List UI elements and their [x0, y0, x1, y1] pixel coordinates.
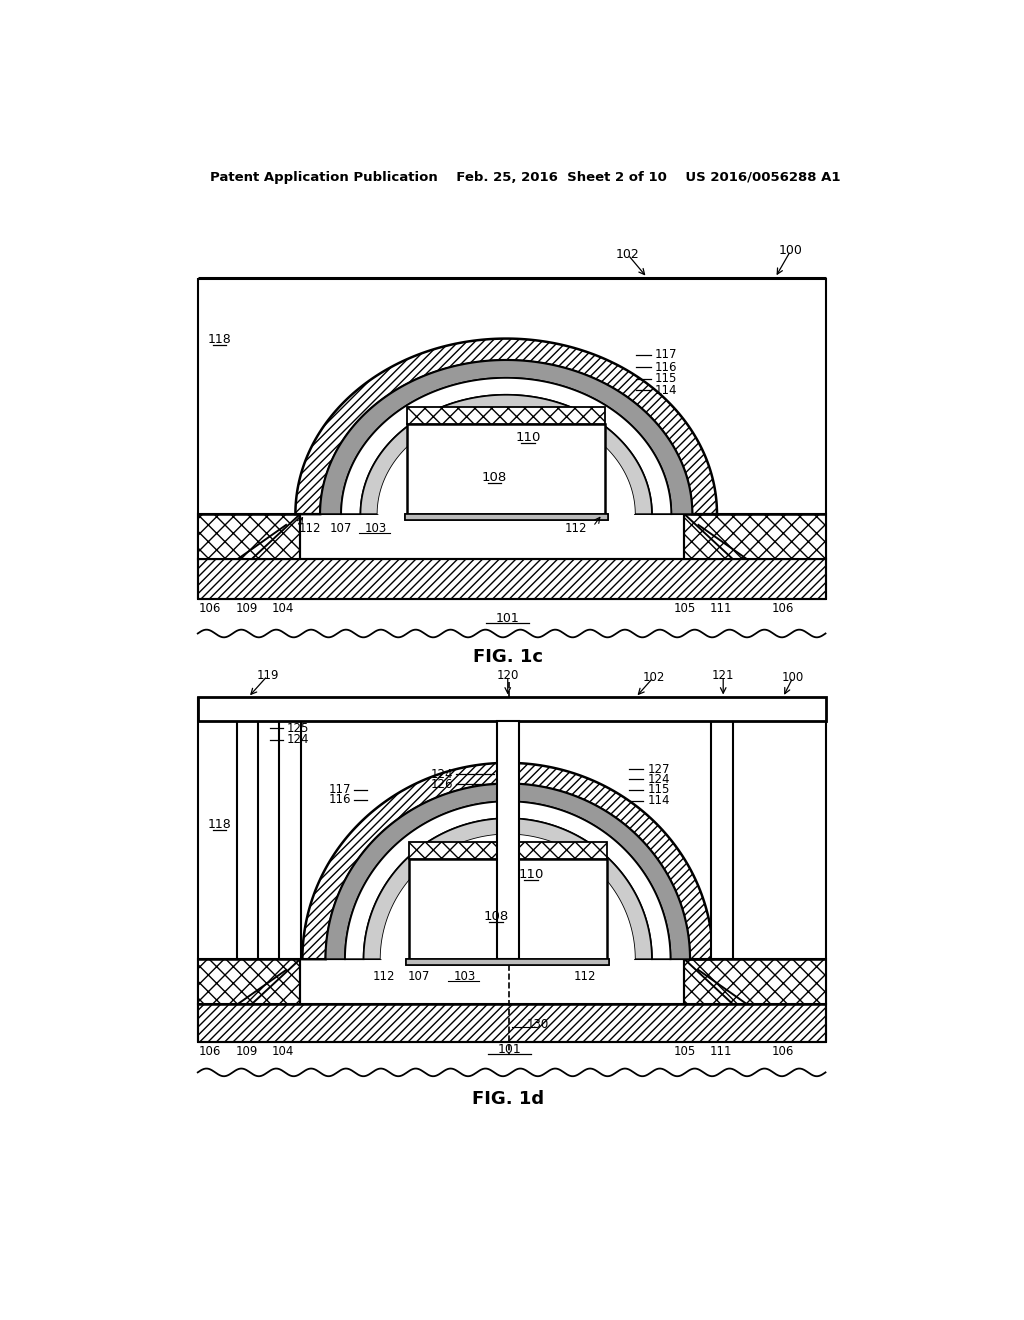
- Text: 124: 124: [287, 733, 309, 746]
- Text: 112: 112: [574, 970, 597, 982]
- Text: 116: 116: [329, 793, 351, 807]
- Text: 125: 125: [287, 722, 309, 735]
- Text: 100: 100: [778, 244, 803, 257]
- Text: 119: 119: [256, 669, 279, 682]
- Bar: [198, 1003, 825, 1041]
- Polygon shape: [326, 784, 690, 960]
- Text: 116: 116: [655, 360, 678, 374]
- Text: Patent Application Publication    Feb. 25, 2016  Sheet 2 of 10    US 2016/005628: Patent Application Publication Feb. 25, …: [210, 172, 840, 185]
- Bar: [409, 859, 607, 960]
- Text: 107: 107: [330, 521, 352, 535]
- Text: 110: 110: [518, 869, 544, 880]
- Bar: [404, 515, 607, 520]
- Bar: [409, 842, 607, 859]
- Polygon shape: [341, 378, 672, 515]
- Text: 120: 120: [497, 669, 519, 682]
- Text: 118: 118: [208, 818, 231, 832]
- Text: 106: 106: [199, 602, 220, 615]
- Bar: [684, 960, 825, 1003]
- Text: 108: 108: [483, 911, 509, 924]
- Text: 110: 110: [515, 430, 541, 444]
- Text: 117: 117: [655, 348, 678, 362]
- Text: 115: 115: [655, 372, 677, 385]
- Text: 111: 111: [710, 1045, 732, 1059]
- Text: 118: 118: [208, 333, 231, 346]
- Text: 103: 103: [454, 970, 476, 982]
- Text: 109: 109: [236, 1045, 258, 1059]
- Text: 108: 108: [482, 471, 507, 484]
- Polygon shape: [381, 834, 635, 960]
- Bar: [237, 721, 258, 960]
- Bar: [198, 515, 300, 558]
- Bar: [407, 407, 605, 424]
- Polygon shape: [345, 801, 671, 960]
- Bar: [280, 721, 301, 960]
- Bar: [684, 515, 825, 558]
- Bar: [198, 697, 825, 721]
- Bar: [407, 424, 605, 515]
- Text: 107: 107: [408, 970, 430, 982]
- Polygon shape: [321, 360, 692, 515]
- Text: 124: 124: [647, 772, 670, 785]
- Text: 106: 106: [199, 1045, 220, 1059]
- Bar: [407, 960, 609, 965]
- Text: 126: 126: [431, 777, 454, 791]
- Text: 121: 121: [712, 669, 734, 682]
- Text: 127: 127: [647, 763, 670, 776]
- Text: 130: 130: [526, 1018, 549, 1031]
- Bar: [711, 721, 732, 960]
- Bar: [407, 960, 609, 965]
- Text: 100: 100: [782, 671, 804, 684]
- Text: 112: 112: [373, 970, 395, 982]
- Text: 114: 114: [647, 795, 670, 807]
- Polygon shape: [378, 409, 635, 515]
- Text: 112: 112: [564, 521, 587, 535]
- Text: FIG. 1d: FIG. 1d: [472, 1090, 544, 1109]
- Text: 109: 109: [236, 602, 258, 615]
- Text: 104: 104: [271, 602, 294, 615]
- Text: 103: 103: [365, 521, 387, 535]
- Text: 104: 104: [271, 1045, 294, 1059]
- Text: 106: 106: [772, 602, 794, 615]
- Text: 102: 102: [642, 671, 665, 684]
- Text: 106: 106: [772, 1045, 794, 1059]
- Text: 115: 115: [647, 783, 670, 796]
- Bar: [198, 960, 300, 1003]
- Text: 102: 102: [616, 248, 640, 261]
- Text: 112: 112: [299, 521, 322, 535]
- Text: 101: 101: [498, 1043, 521, 1056]
- Polygon shape: [360, 395, 652, 515]
- Text: 101: 101: [496, 612, 519, 626]
- Text: 111: 111: [710, 602, 732, 615]
- Text: 105: 105: [674, 1045, 695, 1059]
- Text: 117: 117: [329, 783, 351, 796]
- Polygon shape: [302, 763, 713, 960]
- Bar: [198, 558, 825, 599]
- Polygon shape: [295, 339, 717, 515]
- Bar: [497, 721, 518, 960]
- Text: FIG. 1c: FIG. 1c: [473, 648, 543, 667]
- Text: 114: 114: [655, 384, 678, 397]
- Bar: [404, 515, 607, 520]
- Polygon shape: [364, 818, 652, 960]
- Text: 105: 105: [674, 602, 695, 615]
- Text: 124: 124: [431, 768, 454, 781]
